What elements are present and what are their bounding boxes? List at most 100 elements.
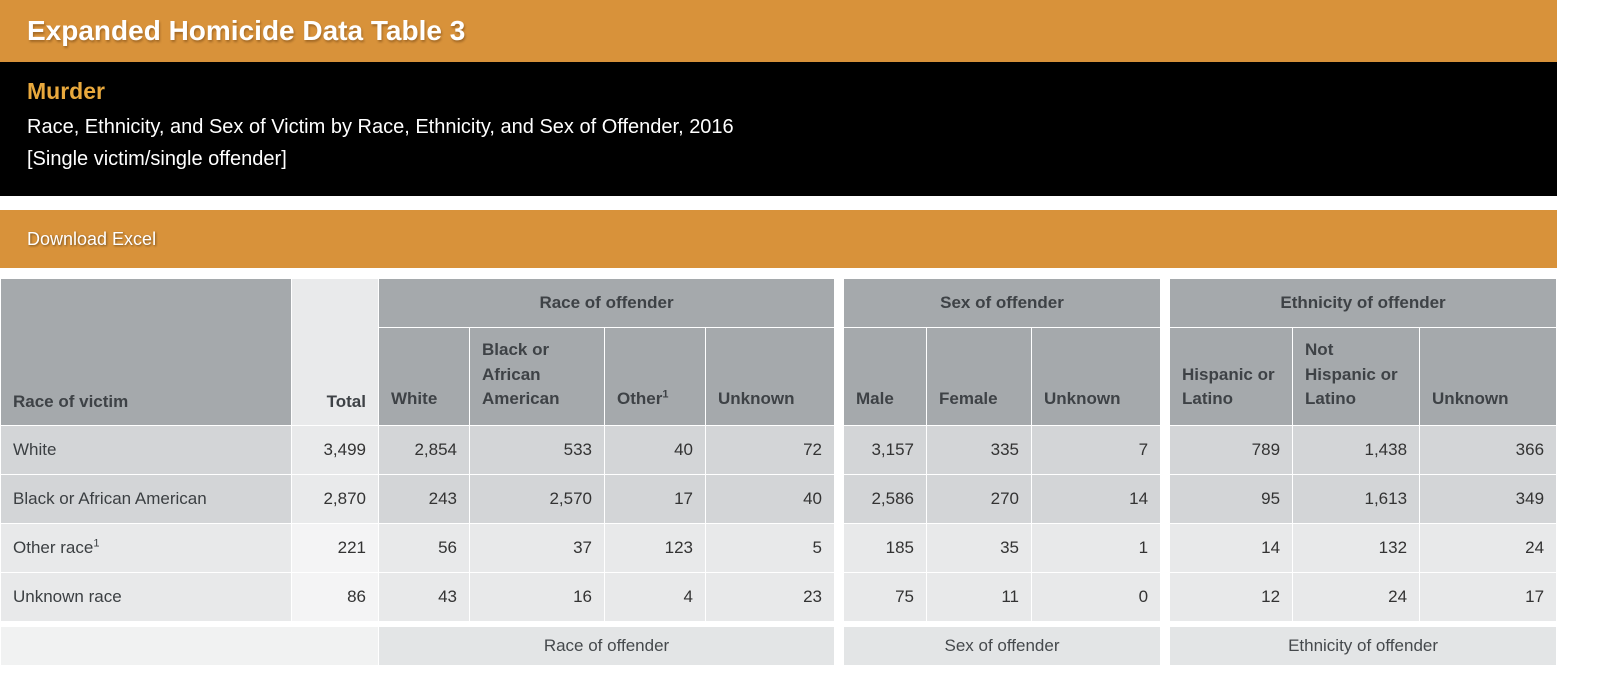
cell-offender-female: 270 — [927, 475, 1032, 523]
cell-offender-white: 43 — [379, 573, 469, 621]
col-header-black-or-african-american: Black or African American — [470, 328, 604, 425]
col-header-total: Total — [292, 279, 378, 425]
cell-offender-unknown-sex: 1 — [1032, 524, 1161, 572]
column-gap — [1161, 279, 1170, 425]
cell-offender-hispanic: 789 — [1170, 426, 1293, 474]
column-gap — [835, 475, 844, 523]
column-gap — [1161, 524, 1170, 572]
cell-offender-black: 37 — [470, 524, 604, 572]
data-table-wrapper: Race of victim Total Race of offender Se… — [0, 278, 1557, 666]
column-gap — [835, 627, 844, 665]
cell-offender-male: 3,157 — [844, 426, 927, 474]
row-label: Unknown race — [1, 573, 291, 621]
table-footer-row: Race of offender Sex of offender Ethnici… — [1, 627, 1557, 665]
footer-empty-cell — [1, 627, 378, 665]
cell-offender-hispanic: 95 — [1170, 475, 1293, 523]
table-note: [Single victim/single offender] — [27, 148, 287, 170]
col-header-male: Male — [844, 328, 927, 425]
footnote-marker: 1 — [662, 388, 669, 401]
table-row: Unknown race 86 43 16 4 23 75 11 0 12 24… — [1, 573, 1557, 621]
table-row: Other race1 221 56 37 123 5 185 35 1 14 … — [1, 524, 1557, 572]
page-banner: Expanded Homicide Data Table 3 — [0, 0, 1557, 62]
cell-offender-white: 56 — [379, 524, 469, 572]
column-gap — [1161, 627, 1170, 665]
footer-race-of-offender: Race of offender — [379, 627, 835, 665]
col-header-hispanic-or-latino: Hispanic or Latino — [1170, 328, 1293, 425]
group-header-race-of-offender: Race of offender — [379, 279, 835, 327]
col-header-unknown-race: Unknown — [706, 328, 835, 425]
page-content: Expanded Homicide Data Table 3 Murder Ra… — [0, 0, 1557, 666]
cell-offender-hispanic: 14 — [1170, 524, 1293, 572]
column-gap — [1161, 475, 1170, 523]
cell-offender-unknown-sex: 14 — [1032, 475, 1161, 523]
offense-category: Murder — [27, 78, 105, 104]
cell-offender-not-hispanic: 132 — [1293, 524, 1420, 572]
cell-offender-white: 243 — [379, 475, 469, 523]
cell-offender-not-hispanic: 1,613 — [1293, 475, 1420, 523]
col-header-other: Other1 — [605, 328, 705, 425]
table-row: Black or African American 2,870 243 2,57… — [1, 475, 1557, 523]
group-header-sex-of-offender: Sex of offender — [844, 279, 1161, 327]
cell-offender-male: 2,586 — [844, 475, 927, 523]
cell-offender-female: 35 — [927, 524, 1032, 572]
data-table: Race of victim Total Race of offender Se… — [0, 278, 1557, 666]
page-title: Expanded Homicide Data Table 3 — [27, 15, 466, 46]
footnote-marker: 1 — [93, 537, 100, 550]
row-label: Black or African American — [1, 475, 291, 523]
cell-offender-other: 123 — [605, 524, 705, 572]
cell-offender-unknown-ethnicity: 24 — [1420, 524, 1557, 572]
cell-offender-other: 4 — [605, 573, 705, 621]
cell-offender-unknown-sex: 0 — [1032, 573, 1161, 621]
col-header-female: Female — [927, 328, 1032, 425]
cell-offender-unknown-race: 72 — [706, 426, 835, 474]
download-bar: Download Excel — [0, 210, 1557, 268]
col-header-unknown-sex: Unknown — [1032, 328, 1161, 425]
column-gap — [835, 524, 844, 572]
col-header-race-of-victim: Race of victim — [1, 279, 291, 425]
cell-offender-hispanic: 12 — [1170, 573, 1293, 621]
table-subtitle-panel: Murder Race, Ethnicity, and Sex of Victi… — [0, 62, 1557, 196]
cell-offender-black: 533 — [470, 426, 604, 474]
cell-total: 86 — [292, 573, 378, 621]
table-footer-spacer — [1, 622, 1557, 626]
column-gap — [1161, 426, 1170, 474]
cell-offender-unknown-ethnicity: 366 — [1420, 426, 1557, 474]
cell-offender-unknown-sex: 7 — [1032, 426, 1161, 474]
cell-offender-male: 185 — [844, 524, 927, 572]
cell-offender-other: 17 — [605, 475, 705, 523]
footer-sex-of-offender: Sex of offender — [844, 627, 1161, 665]
row-label: Other race1 — [1, 524, 291, 572]
cell-offender-not-hispanic: 24 — [1293, 573, 1420, 621]
footer-ethnicity-of-offender: Ethnicity of offender — [1170, 627, 1557, 665]
col-header-white: White — [379, 328, 469, 425]
cell-total: 221 — [292, 524, 378, 572]
col-header-unknown-ethnicity: Unknown — [1420, 328, 1557, 425]
cell-offender-black: 2,570 — [470, 475, 604, 523]
column-gap — [835, 426, 844, 474]
table-row: White 3,499 2,854 533 40 72 3,157 335 7 … — [1, 426, 1557, 474]
col-header-not-hispanic-or-latino: Not Hispanic or Latino — [1293, 328, 1420, 425]
row-label: White — [1, 426, 291, 474]
group-header-row: Race of victim Total Race of offender Se… — [1, 279, 1557, 425]
table-description: Race, Ethnicity, and Sex of Victim by Ra… — [27, 116, 734, 138]
group-header-ethnicity-of-offender: Ethnicity of offender — [1170, 279, 1557, 327]
cell-offender-unknown-race: 23 — [706, 573, 835, 621]
cell-offender-other: 40 — [605, 426, 705, 474]
column-gap — [1161, 573, 1170, 621]
column-gap — [835, 279, 844, 425]
cell-offender-female: 11 — [927, 573, 1032, 621]
cell-offender-female: 335 — [927, 426, 1032, 474]
cell-offender-unknown-ethnicity: 349 — [1420, 475, 1557, 523]
cell-total: 2,870 — [292, 475, 378, 523]
column-gap — [835, 573, 844, 621]
download-excel-link[interactable]: Download Excel — [27, 228, 157, 249]
cell-offender-unknown-race: 40 — [706, 475, 835, 523]
cell-total: 3,499 — [292, 426, 378, 474]
cell-offender-not-hispanic: 1,438 — [1293, 426, 1420, 474]
cell-offender-white: 2,854 — [379, 426, 469, 474]
cell-offender-unknown-race: 5 — [706, 524, 835, 572]
cell-offender-unknown-ethnicity: 17 — [1420, 573, 1557, 621]
sub-header-row: White Black or African American Other1 U… — [1, 328, 1557, 425]
cell-offender-male: 75 — [844, 573, 927, 621]
cell-offender-black: 16 — [470, 573, 604, 621]
